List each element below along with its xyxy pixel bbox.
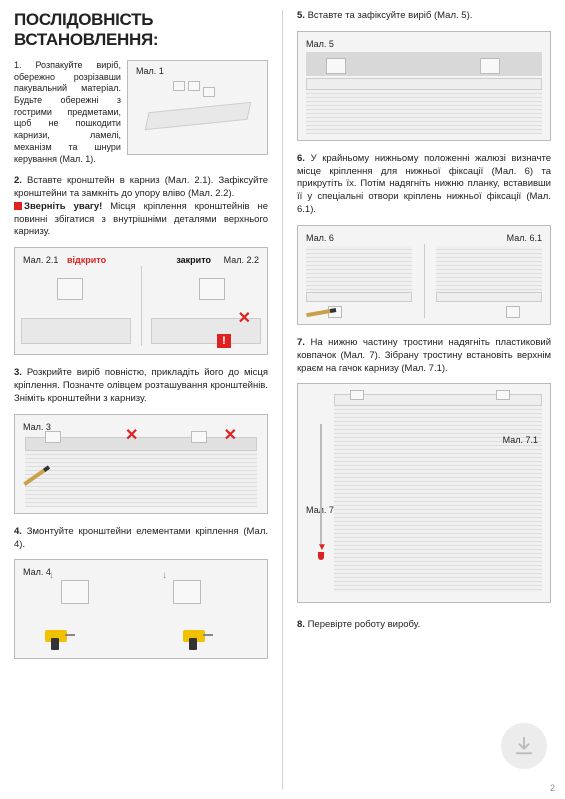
page-title: ПОСЛІДОВНІСТЬ ВСТАНОВЛЕННЯ:: [14, 10, 268, 50]
column-divider: [282, 10, 283, 789]
download-badge-icon: [501, 723, 547, 769]
x-mark-icon: ✕: [224, 425, 237, 445]
figure-4: Мал. 4 ↓ ↓: [14, 559, 268, 659]
arrow-down-icon: ↓: [49, 570, 54, 581]
figure-5: Мал. 5: [297, 31, 551, 141]
drill-icon: [45, 630, 75, 652]
warning-square-icon: [14, 202, 22, 210]
step1-text: 1. Розпакуйте виріб, обережно розрізавши…: [14, 60, 121, 165]
figure-3: Мал. 3 ✕ ✕: [14, 414, 268, 514]
wand-icon: [320, 424, 322, 544]
page-number: 2: [550, 783, 555, 793]
arrow-down-icon: ▼: [317, 542, 327, 553]
step2-text: 2. Вставте кронштейн в карниз (Мал. 2.1)…: [14, 175, 268, 239]
drill-icon: [183, 630, 213, 652]
figure-7: Мал. 7.1 Мал. 7 ▼: [297, 383, 551, 603]
step3-text: 3. Розкрийте виріб повністю, прикладіть …: [14, 367, 268, 405]
label-closed: закрито: [174, 254, 213, 266]
figure-5-label: Мал. 5: [304, 38, 336, 50]
figure-1: Мал. 1: [127, 60, 268, 155]
figure-7-1-label: Мал. 7.1: [501, 434, 540, 446]
step4-text: 4. Змонтуйте кронштейни елементами кріпл…: [14, 526, 268, 552]
figure-1-label: Мал. 1: [134, 65, 166, 77]
arrow-down-icon: ↓: [162, 570, 167, 581]
x-mark-icon: ✕: [125, 425, 138, 445]
wand-cap-icon: [318, 552, 324, 560]
warning-exclamation-icon: !: [217, 334, 231, 348]
figure-2-2-label: Мал. 2.2: [222, 254, 261, 266]
right-column: 5. Вставте та зафіксуйте виріб (Мал. 5).…: [297, 10, 551, 789]
figure-2-1-label: Мал. 2.1: [21, 254, 60, 266]
step5-text: 5. Вставте та зафіксуйте виріб (Мал. 5).: [297, 10, 551, 23]
label-open: відкрито: [65, 254, 108, 266]
x-mark-icon: ✕: [238, 308, 251, 328]
left-column: ПОСЛІДОВНІСТЬ ВСТАНОВЛЕННЯ: 1. Розпакуйт…: [14, 10, 268, 789]
step7-text: 7. На нижню частину тростини надягніть п…: [297, 337, 551, 375]
step8-text: 8. Перевірте роботу виробу.: [297, 619, 551, 632]
figure-6: Мал. 6 Мал. 6.1: [297, 225, 551, 325]
step1-block: 1. Розпакуйте виріб, обережно розрізавши…: [14, 60, 268, 165]
figure-2: Мал. 2.1 відкрито закрито Мал. 2.2 ✕ !: [14, 247, 268, 355]
figure-6-1-label: Мал. 6.1: [505, 232, 544, 244]
step6-text: 6. У крайньому нижньому положенні жалюзі…: [297, 153, 551, 217]
figure-6-label: Мал. 6: [304, 232, 336, 244]
